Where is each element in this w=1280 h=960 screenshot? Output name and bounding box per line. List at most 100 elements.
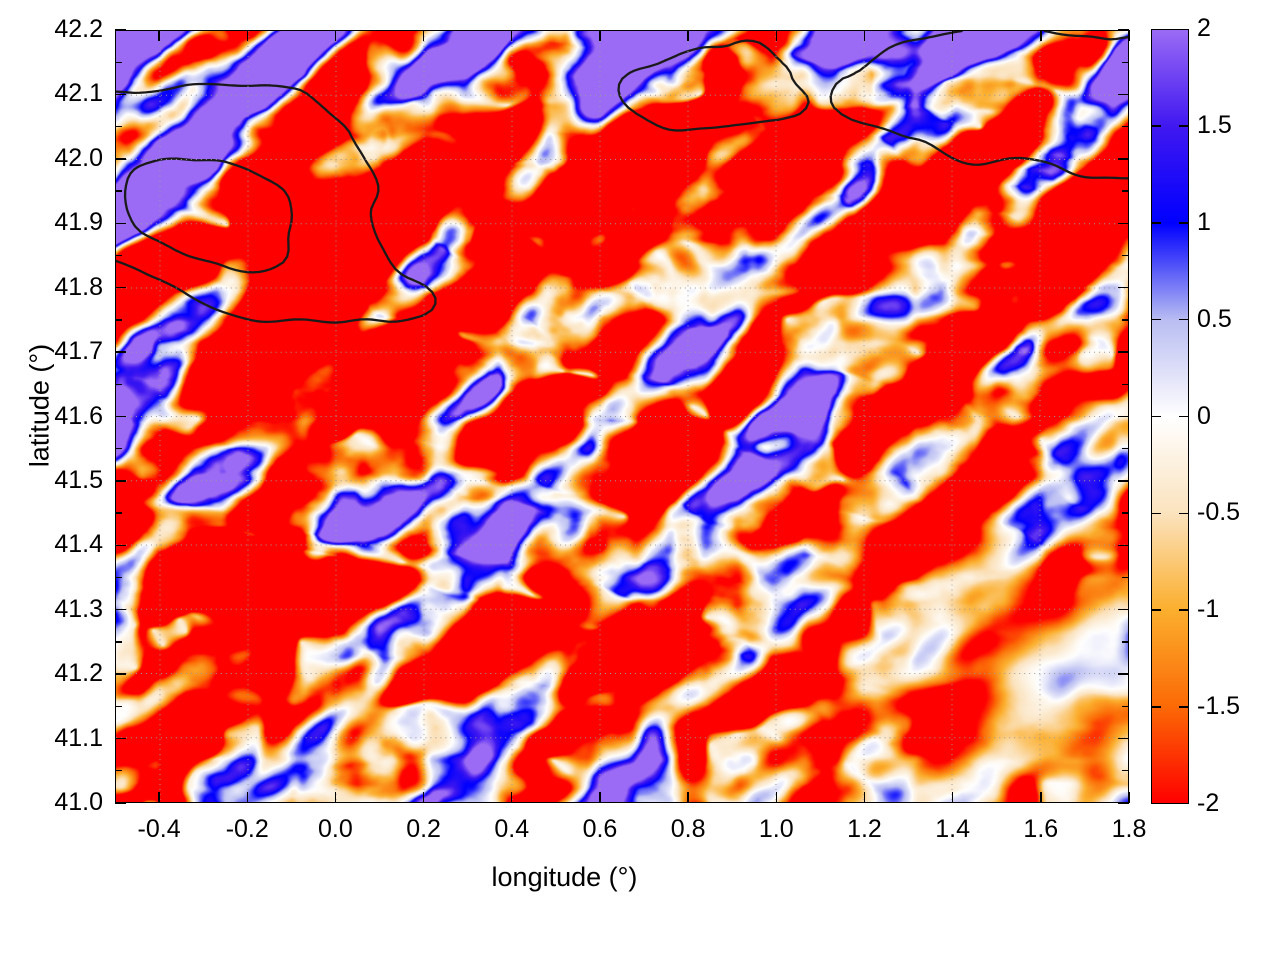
y-tick-major bbox=[115, 158, 126, 160]
y-tick-minor bbox=[115, 319, 122, 321]
y-tick-minor bbox=[1122, 641, 1129, 643]
x-tick-major bbox=[422, 792, 425, 803]
x-tick-major bbox=[599, 30, 601, 41]
colorbar-tick-label: -1.5 bbox=[1197, 692, 1241, 721]
x-tick-label: 0.6 bbox=[582, 815, 618, 843]
x-tick-major bbox=[246, 30, 248, 41]
colorbar-tick-label: 0 bbox=[1197, 401, 1211, 430]
colorbar-tick-label: 1 bbox=[1197, 207, 1211, 236]
x-tick-major bbox=[775, 30, 777, 41]
y-tick-label: 41.5 bbox=[54, 465, 103, 494]
y-tick-label: 41.0 bbox=[54, 788, 103, 816]
y-axis-title: latitude (°) bbox=[24, 343, 55, 468]
colorbar-tick-label: 2 bbox=[1197, 14, 1211, 42]
y-tick-minor bbox=[115, 770, 122, 772]
x-tick-major bbox=[158, 792, 160, 803]
colorbar-tick-label: 0.5 bbox=[1197, 304, 1232, 333]
x-tick-major bbox=[599, 792, 601, 803]
colorbar-tick bbox=[1152, 512, 1161, 515]
colorbar-tick bbox=[1179, 609, 1188, 612]
colorbar-tick bbox=[1179, 318, 1188, 321]
y-tick-major bbox=[115, 415, 126, 418]
y-tick-major bbox=[1118, 673, 1129, 675]
colorbar-tick-label: -0.5 bbox=[1197, 498, 1241, 527]
y-tick-label: 42.2 bbox=[54, 15, 103, 43]
x-tick-major bbox=[951, 792, 954, 803]
y-tick-minor bbox=[1122, 61, 1129, 63]
y-tick-major bbox=[1118, 29, 1129, 31]
x-tick-label: 0.8 bbox=[670, 815, 706, 843]
y-tick-major bbox=[115, 673, 126, 675]
colorbar-tick-label: 1.5 bbox=[1197, 110, 1232, 139]
y-tick-major bbox=[115, 93, 126, 96]
colorbar-tick bbox=[1152, 415, 1161, 418]
x-tick-label: 1.0 bbox=[758, 815, 794, 843]
y-tick-minor bbox=[115, 448, 122, 450]
x-tick-major bbox=[863, 30, 866, 41]
y-tick-major bbox=[1118, 609, 1129, 611]
terrain-contour-overlay bbox=[116, 31, 1128, 324]
y-tick-major bbox=[115, 544, 126, 547]
x-tick-major bbox=[687, 792, 689, 803]
y-tick-major bbox=[115, 222, 126, 224]
plot-area bbox=[115, 30, 1129, 803]
colorbar-tick bbox=[1179, 512, 1188, 515]
y-tick-label: 41.9 bbox=[54, 208, 103, 237]
x-tick-major bbox=[687, 30, 689, 41]
y-tick-minor bbox=[115, 254, 122, 257]
y-tick-major bbox=[1118, 351, 1129, 353]
x-tick-major bbox=[1040, 792, 1042, 803]
x-tick-label: 0.0 bbox=[318, 815, 353, 843]
x-tick-label: 1.2 bbox=[847, 815, 882, 843]
colorbar-tick bbox=[1179, 221, 1188, 224]
y-tick-major bbox=[1118, 480, 1129, 482]
x-tick-label: 1.4 bbox=[935, 815, 971, 843]
x-tick-major bbox=[775, 792, 777, 803]
colorbar-tick bbox=[1152, 609, 1161, 612]
colorbar-tick-label: -1 bbox=[1197, 595, 1220, 624]
y-tick-minor bbox=[1122, 705, 1129, 708]
colorbar-tick-label: -2 bbox=[1197, 789, 1220, 817]
y-tick-label: 41.4 bbox=[54, 530, 103, 559]
y-tick-major bbox=[115, 737, 126, 740]
colorbar-tick bbox=[1179, 706, 1188, 708]
y-tick-minor bbox=[115, 190, 122, 192]
x-tick-label: 0.2 bbox=[406, 815, 441, 843]
colorbar-tick bbox=[1152, 221, 1161, 224]
y-tick-major bbox=[115, 29, 126, 31]
y-tick-label: 42.1 bbox=[54, 79, 103, 108]
y-tick-minor bbox=[1122, 512, 1129, 514]
x-tick-major bbox=[158, 30, 160, 41]
colorbar-tick bbox=[1179, 125, 1188, 127]
y-tick-major bbox=[115, 609, 126, 611]
y-tick-minor bbox=[115, 383, 122, 385]
x-tick-major bbox=[334, 30, 337, 41]
y-tick-label: 41.6 bbox=[54, 401, 103, 430]
y-tick-minor bbox=[1122, 576, 1129, 579]
y-tick-minor bbox=[115, 61, 122, 63]
y-tick-minor bbox=[1122, 190, 1129, 192]
y-tick-label: 41.1 bbox=[54, 723, 103, 752]
y-tick-label: 42.0 bbox=[54, 143, 103, 172]
y-tick-major bbox=[1118, 544, 1129, 547]
y-tick-minor bbox=[115, 576, 122, 579]
y-tick-minor bbox=[1122, 319, 1129, 321]
colorbar-tick bbox=[1152, 125, 1161, 127]
x-tick-major bbox=[422, 30, 425, 41]
y-tick-major bbox=[1118, 158, 1129, 160]
x-tick-major bbox=[246, 792, 248, 803]
y-tick-label: 41.8 bbox=[54, 272, 103, 301]
x-tick-major bbox=[1040, 30, 1042, 41]
x-tick-label: 1.6 bbox=[1023, 815, 1059, 843]
y-tick-minor bbox=[115, 705, 122, 708]
y-tick-minor bbox=[115, 125, 122, 128]
y-tick-major bbox=[1118, 286, 1129, 289]
y-tick-major bbox=[1118, 415, 1129, 418]
y-tick-label: 41.2 bbox=[54, 659, 103, 688]
x-tick-major bbox=[863, 792, 866, 803]
y-tick-major bbox=[1118, 222, 1129, 224]
x-tick-major bbox=[1128, 792, 1130, 803]
y-tick-label: 41.3 bbox=[54, 594, 103, 623]
y-tick-minor bbox=[1122, 254, 1129, 257]
x-tick-label: -0.2 bbox=[225, 815, 269, 843]
